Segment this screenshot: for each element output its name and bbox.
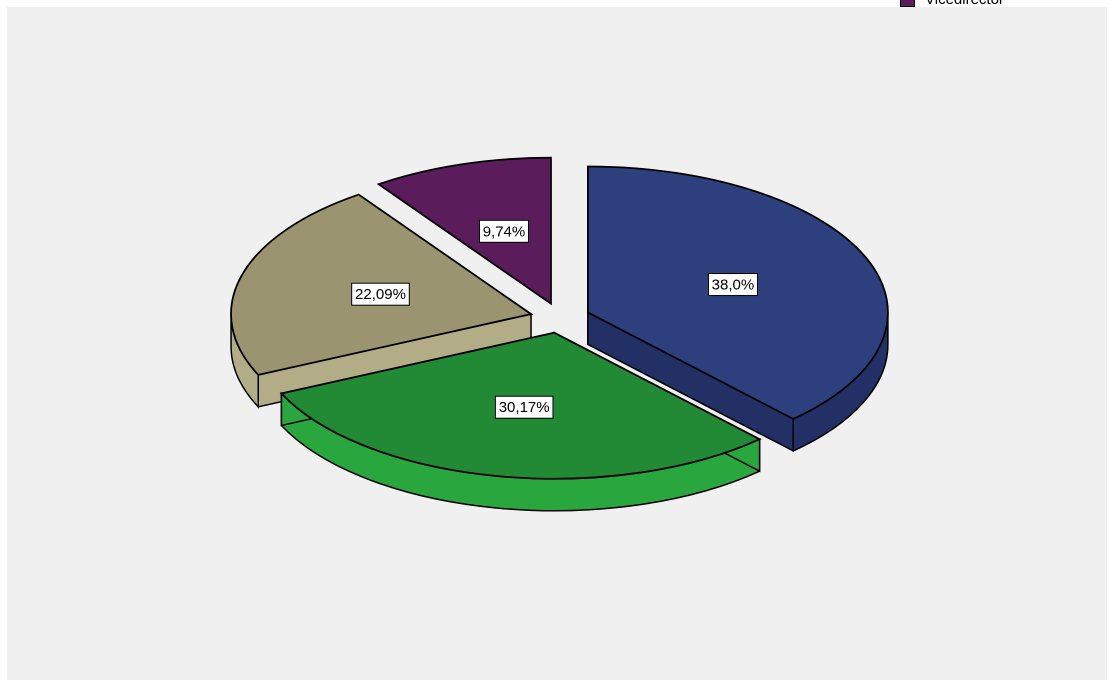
pie-slice-top-3 — [376, 156, 552, 306]
data-label-box-1 — [494, 395, 554, 419]
data-label-0: 38,0% — [707, 273, 758, 297]
data-label-text-2: 22,09% — [355, 286, 406, 303]
legend-label: Vicedirector — [925, 0, 1004, 8]
data-label-box-0 — [707, 273, 758, 297]
pie-slice-3 — [376, 156, 552, 306]
data-label-3: 9,74% — [478, 219, 529, 243]
data-label-box-2 — [351, 282, 410, 306]
legend: Vicedirector — [900, 0, 1004, 8]
data-label-text-1: 30,17% — [499, 399, 550, 416]
data-label-1: 30,17% — [494, 395, 554, 419]
data-label-2: 22,09% — [351, 282, 410, 306]
data-label-text-3: 9,74% — [483, 223, 526, 240]
data-label-box-3 — [478, 219, 529, 243]
legend-swatch — [900, 0, 915, 7]
data-label-text-0: 38,0% — [712, 277, 755, 294]
